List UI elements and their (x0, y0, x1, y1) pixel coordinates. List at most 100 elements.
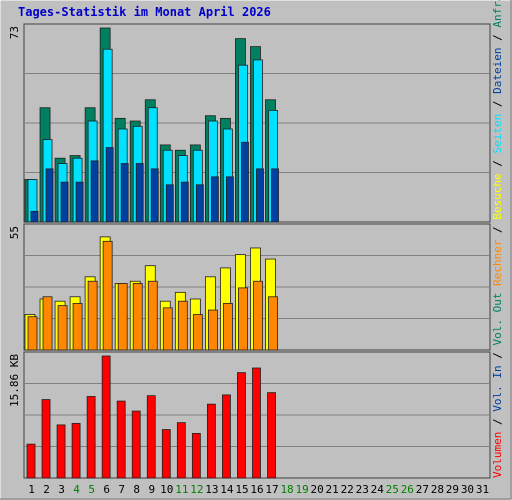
bar-volumen-day-9 (146, 395, 156, 479)
bar-volumen-day-16 (252, 367, 261, 479)
day-label: 4 (73, 483, 80, 496)
day-label: 26 (401, 483, 414, 496)
panel-volume: 15.86 KB (8, 351, 491, 479)
bar-seiten-day-15 (241, 141, 249, 223)
bar-volumen-day-13 (206, 403, 216, 479)
legend-slash-3: / (491, 226, 504, 233)
bar-seiten-day-8 (135, 163, 144, 223)
day-label: 17 (265, 483, 278, 496)
day-label: 23 (356, 483, 369, 496)
legend-slash-2: / (491, 352, 504, 359)
page-title: Tages-Statistik im Monat April 2026 (18, 5, 271, 19)
day-label: 22 (341, 483, 354, 496)
day-label: 19 (295, 483, 308, 496)
day-label: 1 (28, 483, 35, 496)
bar-volumen-day-14 (222, 394, 231, 479)
legend-dateien: Dateien (491, 47, 504, 93)
legend-slash-5: / (491, 100, 504, 107)
bar-volumen-day-6 (101, 355, 111, 479)
bar-volumen-day-2 (41, 399, 51, 479)
legend-rechner: Rechner (491, 239, 504, 286)
day-label: 28 (431, 483, 444, 496)
panel-requests-max-label: 73 (8, 26, 21, 39)
bar-volumen-day-11 (176, 422, 186, 479)
bar-rechner-day-11 (177, 300, 188, 351)
bar-seiten-day-3 (60, 181, 69, 223)
day-label: 2 (43, 483, 50, 496)
bar-volumen-day-17 (267, 392, 276, 479)
bar-rechner-day-9 (147, 280, 158, 351)
bar-volumen-day-3 (56, 424, 66, 479)
day-label: 25 (386, 483, 399, 496)
day-label: 31 (476, 483, 489, 496)
bar-seiten-day-12 (195, 184, 204, 223)
bar-rechner-day-7 (117, 283, 128, 351)
day-label: 24 (371, 483, 385, 496)
bar-seiten-day-2 (45, 168, 54, 223)
bar-rechner-day-13 (207, 309, 218, 351)
day-label: 29 (446, 483, 459, 496)
bar-volumen-day-8 (131, 410, 141, 479)
chart-panels: 73 55 15.86 KB (8, 23, 491, 479)
day-label: 6 (103, 483, 110, 496)
legend-slash-6: / (491, 34, 504, 41)
bar-rechner-day-15 (238, 287, 248, 351)
panel-visits-max-label: 55 (8, 226, 21, 239)
day-label: 7 (118, 483, 125, 496)
right-legend-text: Volumen / Vol. In / Vol. Out Rechner / B… (491, 0, 504, 478)
bar-seiten-day-7 (120, 163, 129, 223)
bar-rechner-day-8 (132, 283, 143, 351)
day-label: 3 (58, 483, 65, 496)
bar-rechner-day-16 (253, 280, 263, 351)
bar-volumen-day-1 (26, 443, 36, 479)
bar-seiten-day-13 (210, 176, 219, 223)
day-label: 12 (190, 483, 203, 496)
legend-volumen: Volumen (491, 432, 504, 478)
legend-seiten: Seiten (491, 114, 504, 154)
day-label: 8 (133, 483, 140, 496)
bar-rechner-day-12 (192, 314, 203, 351)
day-label: 5 (88, 483, 95, 496)
bar-rechner-day-6 (102, 240, 113, 351)
bar-volumen-day-4 (71, 422, 81, 479)
bar-rechner-day-1 (27, 316, 38, 351)
day-label: 11 (175, 483, 188, 496)
legend-vol-in: Vol. In (491, 365, 504, 411)
legend-besuche: Besuche (491, 173, 504, 219)
bar-seiten-day-17 (271, 168, 279, 223)
bar-rechner-day-2 (42, 296, 53, 351)
bar-seiten-day-10 (165, 184, 174, 223)
day-label: 18 (280, 483, 293, 496)
day-label: 10 (160, 483, 173, 496)
legend-slash-4: / (491, 160, 504, 167)
bar-rechner-day-3 (57, 305, 68, 351)
bar-rechner-day-4 (72, 303, 83, 351)
panel-volume-max-label: 15.86 KB (8, 354, 21, 407)
bar-rechner-day-17 (268, 296, 278, 351)
bar-volumen-day-5 (86, 396, 96, 479)
bar-seiten-day-1 (30, 210, 39, 223)
bar-seiten-day-5 (90, 160, 99, 223)
bar-seiten-day-11 (180, 181, 189, 223)
bar-volumen-day-7 (116, 400, 126, 479)
day-label: 20 (311, 483, 324, 496)
right-legend: Volumen / Vol. In / Vol. Out Rechner / B… (491, 0, 504, 478)
bar-seiten-day-9 (150, 168, 159, 223)
day-label: 15 (235, 483, 248, 496)
bar-volumen-day-12 (191, 432, 201, 479)
day-labels: 1 2 3 4 5 6 7 8 9 10 11 12 13 14 15 16 17 18 19 20 21 22 23 24 2… (28, 483, 489, 496)
bar-seiten-day-14 (226, 176, 234, 223)
bar-rechner-day-14 (223, 303, 233, 351)
panel-requests: 73 (8, 23, 491, 223)
day-label: 21 (326, 483, 339, 496)
legend-vol-out: Vol. Out (491, 293, 504, 346)
legend-slash-1: / (491, 418, 504, 425)
bar-rechner-day-5 (87, 280, 98, 351)
panel-visits: 55 (8, 223, 491, 351)
day-label: 16 (250, 483, 263, 496)
bar-seiten-day-4 (75, 181, 84, 223)
day-label: 30 (461, 483, 474, 496)
day-label: 27 (416, 483, 429, 496)
bar-seiten-day-6 (105, 147, 114, 223)
